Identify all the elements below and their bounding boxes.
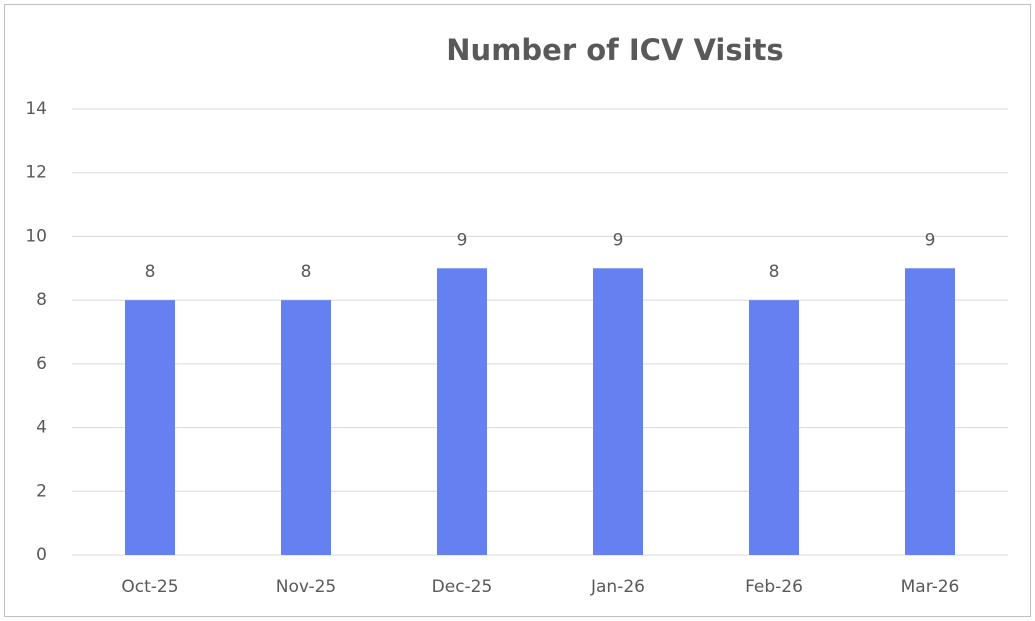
data-label: 8 <box>145 262 156 282</box>
bar <box>905 268 955 555</box>
y-tick-label: 8 <box>36 290 47 310</box>
bar <box>749 300 799 555</box>
x-tick-label: Dec-25 <box>432 577 493 597</box>
y-tick-label: 2 <box>36 481 47 501</box>
bar <box>593 268 643 555</box>
x-tick-label: Feb-26 <box>745 577 803 597</box>
y-tick-label: 0 <box>36 545 47 565</box>
chart-title: Number of ICV Visits <box>446 33 783 67</box>
bar <box>281 300 331 555</box>
data-label: 8 <box>769 262 780 282</box>
y-tick-label: 10 <box>25 226 47 246</box>
x-tick-label: Nov-25 <box>276 577 337 597</box>
data-label: 9 <box>613 230 624 250</box>
data-label: 9 <box>457 230 468 250</box>
bar <box>125 300 175 555</box>
y-tick-label: 6 <box>36 354 47 374</box>
data-label: 9 <box>925 230 936 250</box>
chart-border <box>4 4 1031 617</box>
x-tick-label: Mar-26 <box>901 577 960 597</box>
x-tick-label: Oct-25 <box>121 577 178 597</box>
bar <box>437 268 487 555</box>
x-tick-label: Jan-26 <box>590 577 645 597</box>
data-label: 8 <box>301 262 312 282</box>
y-tick-label: 12 <box>25 163 47 183</box>
y-tick-label: 14 <box>25 99 47 119</box>
y-tick-label: 4 <box>36 418 47 438</box>
